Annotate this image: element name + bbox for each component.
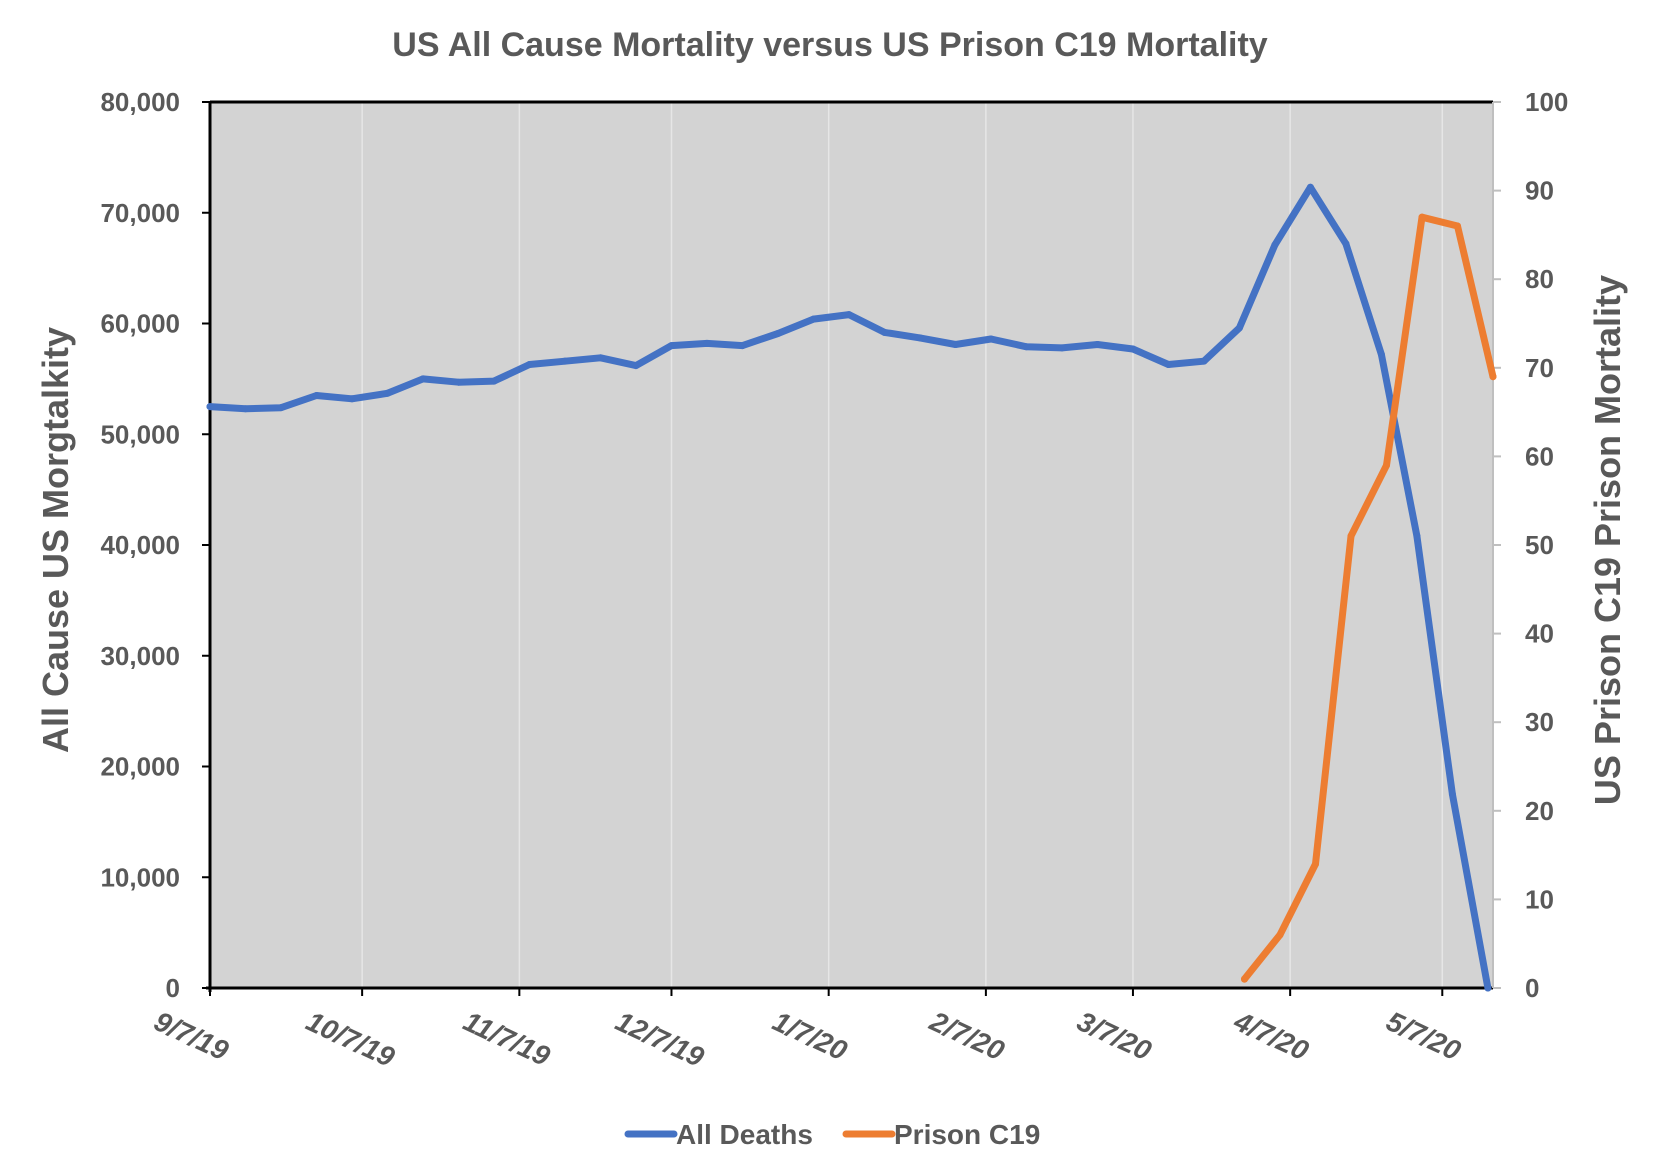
right-axis-tick-label: 80 [1525, 264, 1554, 294]
x-axis-tick-label: 2/7/20 [924, 1005, 1009, 1067]
data-point-all-deaths [951, 341, 959, 349]
left-axis-tick-label: 60,000 [100, 309, 180, 339]
x-axis-tick-label: 9/7/19 [149, 1005, 233, 1066]
right-axis-tick-label: 40 [1525, 619, 1554, 649]
left-axis-tick-label: 20,000 [100, 752, 180, 782]
data-point-all-deaths [596, 354, 604, 362]
x-axis-tick-label: 1/7/20 [768, 1005, 852, 1066]
data-point-all-deaths [880, 328, 888, 336]
data-point-all-deaths [312, 391, 320, 399]
x-axis-tick-label: 11/7/19 [459, 1005, 555, 1072]
left-axis-title: All Cause US Morgtalkity [35, 327, 76, 753]
right-axis-tick-label: 60 [1525, 441, 1554, 471]
data-point-all-deaths [206, 403, 214, 411]
right-axis-tick-label: 90 [1525, 176, 1554, 206]
data-point-all-deaths [1235, 324, 1243, 332]
left-axis-tick-label: 30,000 [100, 641, 180, 671]
x-axis-tick-label: 5/7/20 [1382, 1005, 1466, 1066]
data-point-prison-c19 [1241, 975, 1249, 983]
right-axis-tick-label: 30 [1525, 707, 1554, 737]
left-axis-tick-label: 40,000 [100, 530, 180, 560]
data-point-all-deaths [348, 395, 356, 403]
data-point-all-deaths [738, 342, 746, 350]
plot-area [210, 102, 1493, 988]
data-point-all-deaths [277, 404, 285, 412]
left-axis-tick-label: 80,000 [100, 87, 180, 117]
data-point-prison-c19 [1276, 931, 1284, 939]
chart-title: US All Cause Mortality versus US Prison … [392, 26, 1268, 64]
data-point-all-deaths [916, 334, 924, 342]
data-point-all-deaths [845, 311, 853, 319]
series-line-prison-c19 [1241, 213, 1497, 983]
data-point-all-deaths [987, 335, 995, 343]
data-point-all-deaths [1377, 351, 1385, 359]
right-axis-tick-label: 0 [1525, 973, 1539, 1003]
data-point-all-deaths [1058, 344, 1066, 352]
left-axis-tick-label: 0 [166, 973, 180, 1003]
data-point-all-deaths [703, 339, 711, 347]
data-point-all-deaths [561, 357, 569, 365]
data-point-all-deaths [454, 378, 462, 386]
data-point-all-deaths [1413, 532, 1421, 540]
data-point-all-deaths [632, 362, 640, 370]
x-axis-tick-label: 12/7/19 [611, 1005, 709, 1073]
data-point-prison-c19 [1312, 860, 1320, 868]
x-axis-tick-label: 10/7/19 [302, 1005, 400, 1073]
data-point-all-deaths [1200, 357, 1208, 365]
data-point-all-deaths [1271, 241, 1279, 249]
data-point-all-deaths [383, 389, 391, 397]
legend-label-prison-c19: Prison C19 [894, 1119, 1040, 1150]
data-point-all-deaths [1484, 984, 1492, 992]
data-point-prison-c19 [1454, 222, 1462, 230]
right-axis-title: US Prison C19 Prison Mortality [1587, 275, 1628, 805]
data-point-all-deaths [1164, 360, 1172, 368]
left-axis-tick-label: 50,000 [100, 419, 180, 449]
data-point-all-deaths [667, 342, 675, 350]
x-axis-tick-label: 4/7/20 [1229, 1005, 1314, 1067]
data-point-all-deaths [525, 360, 533, 368]
right-axis-tick-label: 70 [1525, 353, 1554, 383]
legend-label-all-deaths: All Deaths [676, 1119, 813, 1150]
left-axis-tick-label: 10,000 [100, 862, 180, 892]
x-axis-tick-label: 3/7/20 [1072, 1005, 1156, 1066]
data-point-prison-c19 [1489, 373, 1497, 381]
data-point-prison-c19 [1383, 461, 1391, 469]
data-point-all-deaths [241, 405, 249, 413]
data-point-all-deaths [1129, 345, 1137, 353]
data-point-all-deaths [419, 375, 427, 383]
data-point-all-deaths [774, 329, 782, 337]
data-point-all-deaths [1342, 240, 1350, 248]
right-axis-tick-label: 10 [1525, 884, 1554, 914]
data-point-all-deaths [1306, 183, 1314, 191]
left-axis-tick-label: 70,000 [100, 198, 180, 228]
data-point-prison-c19 [1418, 213, 1426, 221]
right-axis-tick-label: 50 [1525, 530, 1554, 560]
data-point-all-deaths [1448, 790, 1456, 798]
data-point-all-deaths [490, 377, 498, 385]
data-point-prison-c19 [1347, 532, 1355, 540]
data-point-all-deaths [1093, 341, 1101, 349]
data-point-all-deaths [809, 315, 817, 323]
right-axis-tick-label: 100 [1525, 87, 1568, 117]
right-axis-tick-label: 20 [1525, 796, 1554, 826]
data-point-all-deaths [1022, 343, 1030, 351]
